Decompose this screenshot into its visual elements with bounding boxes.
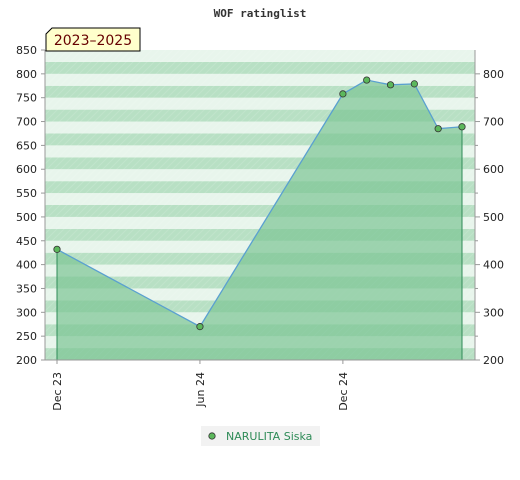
left-tick-label: 200 [16,354,37,367]
left-tick-label: 700 [16,116,37,129]
hatch-line [45,50,146,151]
hatch-line [45,50,139,144]
left-tick-label: 500 [16,211,37,224]
data-point [386,81,395,89]
left-tick-label: 300 [16,306,37,319]
hatch-line [45,50,286,291]
hatch-line [45,50,167,172]
x-tick-label: Dec 24 [337,372,350,411]
hatch-line [45,50,279,284]
hatch-line [45,50,300,305]
hatch-line [45,50,272,277]
hatch-line [0,50,5,360]
hatch-line [45,50,125,130]
band [45,97,475,110]
drop-lines [56,126,463,360]
hatch-line [45,50,258,263]
hatch-line [45,50,237,242]
right-tick-label: 800 [483,68,504,81]
band [45,193,475,205]
hatch-line [45,50,265,270]
x-axis: Dec 23 Jun 24 Dec 24 [51,360,350,411]
band [45,157,475,170]
hatch-line [415,300,475,360]
hatch-line [45,50,188,193]
left-tick-label: 650 [16,139,37,152]
hatch-line [45,50,230,235]
left-tick-label: 400 [16,259,37,272]
right-tick-label: 300 [483,306,504,319]
band [45,121,475,134]
left-tick-label: 250 [16,330,37,343]
left-tick-label: 550 [16,187,37,200]
band [45,216,475,229]
data-point [363,76,371,84]
hatch-line [45,50,209,214]
left-tick-label: 800 [16,68,37,81]
left-tick-label: 750 [16,92,37,105]
data-point [339,90,347,98]
right-tick-label: 200 [483,354,504,367]
area-layer [57,80,462,361]
band [45,145,475,158]
series-line [56,79,463,328]
band [45,205,475,217]
x-tick-label: Jun 24 [194,372,207,408]
right-tick-label: 500 [483,211,504,224]
band [45,169,475,182]
data-point [458,123,466,131]
left-tick-label: 850 [16,44,37,57]
hatch-line [45,50,132,137]
hatch-line [45,50,104,109]
band [45,109,475,122]
legend-label: NARULITA Siska [226,430,312,443]
hatch-line [45,50,118,123]
hatch-line [45,50,195,200]
right-tick-label: 600 [483,163,504,176]
hatch-line [45,50,153,158]
data-point [196,323,204,331]
hatch-line [45,50,293,298]
band [45,50,475,62]
hatch-line [45,50,307,312]
chart-title: WOF ratinglist [214,7,307,20]
hatch-line [45,50,244,249]
left-axis: 200 250 300 350 400 450 500 550 600 650 700 750 800 8… [16,44,45,367]
hatch-line [45,50,174,179]
band [45,73,475,86]
hatch-line [45,50,251,256]
left-tick-label: 350 [16,282,37,295]
data-point [410,80,418,88]
legend: NARULITA Siska [201,426,320,446]
right-tick-label: 700 [483,116,504,129]
right-axis: 200 300 400 500 600 700 800 [475,68,504,367]
band [45,85,475,98]
data-point [434,125,442,133]
band [45,181,475,194]
x-tick-label: Dec 23 [51,372,64,411]
right-tick-label: 400 [483,259,504,272]
hatch-line [45,50,223,228]
legend-marker [208,432,216,440]
line-layer [56,79,463,328]
markers [53,76,466,331]
hatch-line [45,50,216,221]
left-tick-label: 600 [16,163,37,176]
data-point [53,245,61,253]
period-badge: 2023–2025 [45,27,141,52]
hatch-line [0,50,12,360]
band [45,61,475,74]
hatch-line [45,50,160,165]
left-tick-label: 450 [16,235,37,248]
hatch-line [45,50,111,116]
hatch-line [45,50,181,186]
band [45,133,475,146]
hatch-line [45,50,202,207]
hatch-line [45,50,314,319]
period-label: 2023–2025 [54,33,132,49]
rating-area [57,80,462,361]
